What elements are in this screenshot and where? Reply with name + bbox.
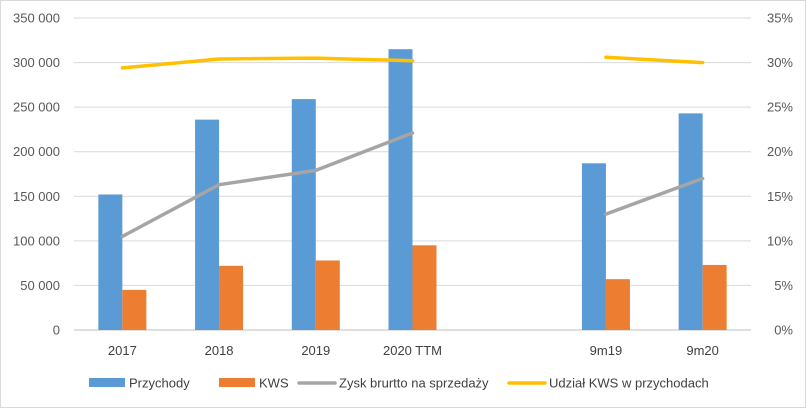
right-axis-tick-label: 10%: [767, 233, 793, 248]
left-axis-tick-label: 250 000: [13, 100, 60, 115]
line-series: [120, 131, 415, 239]
bar-kws: [702, 264, 727, 330]
bar-kws: [412, 245, 437, 330]
category-label: 2020 TTM: [383, 343, 442, 358]
bar-kws: [219, 265, 244, 330]
legend-swatch: [89, 378, 125, 387]
right-axis-tick-label: 30%: [767, 55, 793, 70]
line-series: [604, 55, 705, 65]
axes: 0 50 000 100 000 150 000 200 000 250 000 300 0…: [13, 11, 793, 359]
line-series: [120, 56, 415, 70]
left-axis-tick-label: 350 000: [13, 11, 60, 26]
bar-przychody: [678, 113, 703, 330]
bar-przychody: [581, 163, 606, 330]
right-axis-tick-label: 15%: [767, 189, 793, 204]
category-label: 2019: [301, 343, 330, 358]
legend-label: Zysk brurtto na sprzedaży: [339, 376, 489, 391]
bar-kws: [315, 260, 340, 330]
lines: [120, 55, 705, 239]
legend: Przychody KWS Zysk brurtto na sprzedaży Udz…: [89, 376, 709, 391]
bar-kws: [605, 279, 630, 330]
bar-przychody: [195, 119, 220, 330]
right-axis-tick-label: 5%: [774, 278, 793, 293]
legend-label: Przychody: [129, 376, 190, 391]
category-label: 9m20: [686, 343, 719, 358]
left-axis-tick-label: 0: [53, 323, 60, 338]
line-series: [604, 176, 705, 216]
bar-przychody: [291, 99, 316, 331]
legend-label: KWS: [259, 376, 289, 391]
right-axis-tick-label: 25%: [767, 100, 793, 115]
bars: [98, 49, 727, 331]
left-axis-tick-label: 100 000: [13, 233, 60, 248]
category-label: 2018: [205, 343, 234, 358]
left-axis-tick-label: 200 000: [13, 144, 60, 159]
bar-przychody: [98, 194, 123, 330]
legend-label: Udział KWS w przychodach: [549, 376, 709, 391]
right-axis-tick-label: 35%: [767, 11, 793, 26]
legend-swatch: [219, 378, 255, 387]
category-label: 2017: [108, 343, 137, 358]
right-axis-tick-label: 0%: [774, 323, 793, 338]
right-axis-tick-label: 20%: [767, 144, 793, 159]
category-label: 9m19: [590, 343, 623, 358]
bar-kws: [122, 289, 147, 330]
bar-przychody: [388, 49, 413, 330]
left-axis-tick-label: 150 000: [13, 189, 60, 204]
left-axis-tick-label: 300 000: [13, 55, 60, 70]
left-axis-tick-label: 50 000: [20, 278, 60, 293]
